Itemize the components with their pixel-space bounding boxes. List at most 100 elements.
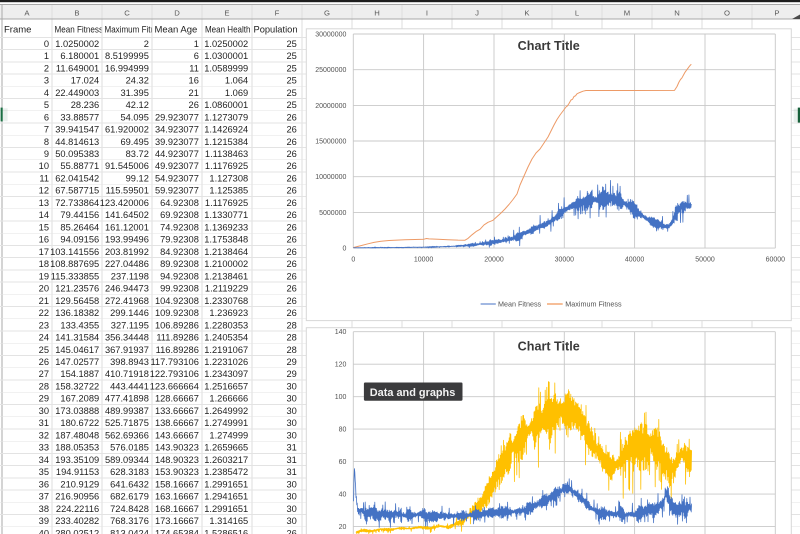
svg-text:173.16667: 173.16667 [155, 516, 199, 526]
svg-text:1.2231026: 1.2231026 [204, 357, 248, 367]
svg-text:Mean Age: Mean Age [155, 25, 198, 36]
svg-text:72.733864: 72.733864 [55, 198, 99, 208]
svg-text:14: 14 [39, 210, 49, 220]
svg-text:44.923077: 44.923077 [155, 149, 199, 159]
svg-text:91.545006: 91.545006 [105, 161, 149, 171]
svg-text:237.1198: 237.1198 [111, 271, 149, 281]
svg-text:C: C [124, 9, 130, 18]
svg-text:188.05353: 188.05353 [55, 443, 99, 453]
svg-text:17: 17 [39, 247, 49, 257]
svg-text:158.16667: 158.16667 [155, 479, 199, 489]
svg-text:22: 22 [39, 308, 49, 318]
svg-text:31: 31 [39, 418, 49, 428]
svg-text:42.12: 42.12 [126, 100, 149, 110]
svg-text:89.92308: 89.92308 [160, 259, 199, 269]
svg-text:83.72: 83.72 [126, 149, 149, 159]
svg-text:367.91937: 367.91937 [105, 345, 149, 355]
svg-text:5000000: 5000000 [319, 210, 346, 217]
svg-text:Population: Population [254, 25, 298, 36]
svg-text:1.1369233: 1.1369233 [204, 222, 248, 232]
svg-text:30000: 30000 [555, 257, 575, 264]
svg-text:30: 30 [39, 406, 49, 416]
svg-text:216.90956: 216.90956 [55, 492, 99, 502]
svg-text:26: 26 [286, 210, 296, 220]
svg-text:10000000: 10000000 [315, 174, 346, 181]
svg-text:108.887695: 108.887695 [50, 259, 99, 269]
svg-text:30: 30 [286, 492, 296, 502]
svg-text:99.92308: 99.92308 [160, 284, 199, 294]
svg-text:5: 5 [44, 100, 49, 110]
svg-text:N: N [674, 9, 680, 18]
svg-text:20000000: 20000000 [315, 103, 346, 110]
svg-text:1.2100002: 1.2100002 [204, 259, 248, 269]
svg-text:109.92308: 109.92308 [155, 308, 199, 318]
svg-text:Chart Title: Chart Title [518, 39, 580, 53]
svg-text:27: 27 [39, 369, 49, 379]
svg-text:1.274999: 1.274999 [209, 430, 248, 440]
svg-text:398.8943: 398.8943 [110, 357, 149, 367]
svg-text:628.3183: 628.3183 [110, 467, 149, 477]
svg-text:145.04617: 145.04617 [55, 345, 99, 355]
svg-text:26: 26 [286, 112, 296, 122]
svg-text:1.2405354: 1.2405354 [204, 333, 248, 343]
svg-text:25: 25 [286, 76, 296, 86]
svg-text:147.02577: 147.02577 [55, 357, 99, 367]
svg-text:1.1176925: 1.1176925 [205, 161, 248, 171]
svg-text:233.40282: 233.40282 [55, 516, 99, 526]
svg-text:24: 24 [39, 333, 49, 343]
svg-text:28.236: 28.236 [71, 100, 99, 110]
svg-text:J: J [475, 9, 479, 18]
svg-text:161.12001: 161.12001 [105, 222, 149, 232]
svg-text:74.92308: 74.92308 [160, 222, 199, 232]
svg-text:34: 34 [39, 455, 49, 465]
svg-text:1.1138463: 1.1138463 [205, 149, 248, 159]
svg-text:1.2385472: 1.2385472 [204, 467, 248, 477]
svg-text:3: 3 [44, 76, 49, 86]
svg-text:Data and graphs: Data and graphs [370, 387, 456, 399]
svg-text:1.2138461: 1.2138461 [204, 271, 248, 281]
svg-text:1: 1 [194, 39, 199, 49]
svg-text:123.666664: 123.666664 [150, 382, 199, 392]
svg-text:26: 26 [286, 174, 296, 184]
svg-text:682.6179: 682.6179 [110, 492, 149, 502]
svg-text:28: 28 [286, 345, 296, 355]
svg-text:37: 37 [39, 492, 49, 502]
svg-text:24.32: 24.32 [126, 76, 149, 86]
svg-text:1.314165: 1.314165 [209, 516, 248, 526]
svg-text:85.26464: 85.26464 [60, 222, 99, 232]
svg-text:20: 20 [39, 284, 49, 294]
svg-text:327.1195: 327.1195 [111, 320, 149, 330]
svg-text:724.8428: 724.8428 [110, 504, 149, 514]
svg-text:A: A [24, 9, 30, 18]
svg-text:272.41968: 272.41968 [105, 296, 149, 306]
svg-text:28: 28 [286, 320, 296, 330]
svg-text:60000: 60000 [766, 257, 786, 264]
svg-text:30: 30 [286, 516, 296, 526]
svg-text:21: 21 [189, 88, 199, 98]
svg-text:20000: 20000 [484, 257, 504, 264]
svg-text:1.266666: 1.266666 [209, 394, 248, 404]
svg-text:158.32722: 158.32722 [55, 382, 99, 392]
svg-text:133.66667: 133.66667 [155, 406, 199, 416]
svg-text:1.127308: 1.127308 [209, 174, 248, 184]
svg-text:62.041542: 62.041542 [55, 174, 99, 184]
svg-text:1.0250002: 1.0250002 [55, 39, 99, 49]
svg-text:1.125385: 1.125385 [209, 186, 248, 196]
svg-text:25: 25 [286, 63, 296, 73]
svg-text:1.2516657: 1.2516657 [204, 382, 248, 392]
svg-text:32: 32 [39, 430, 49, 440]
svg-text:I: I [426, 9, 428, 18]
svg-text:443.4441: 443.4441 [110, 382, 149, 392]
svg-text:E: E [224, 9, 229, 18]
svg-text:61.920002: 61.920002 [105, 125, 149, 135]
svg-text:174.65384: 174.65384 [155, 528, 199, 534]
svg-text:22.449003: 22.449003 [55, 88, 99, 98]
svg-text:30: 30 [286, 394, 296, 404]
svg-text:1.2280353: 1.2280353 [204, 320, 248, 330]
svg-text:1.0300001: 1.0300001 [204, 51, 248, 61]
svg-text:210.9129: 210.9129 [60, 479, 99, 489]
svg-text:29.923077: 29.923077 [155, 112, 199, 122]
svg-text:1.1753848: 1.1753848 [204, 235, 248, 245]
svg-text:13: 13 [39, 198, 49, 208]
svg-text:2: 2 [44, 63, 49, 73]
